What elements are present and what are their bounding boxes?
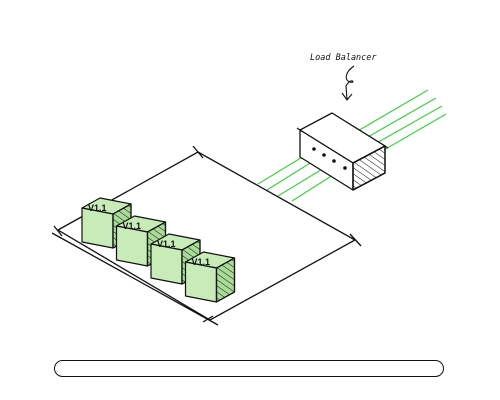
annotation-arrow: [341, 65, 355, 101]
instance-version-label: V1.1: [157, 239, 176, 249]
progress-bar: [54, 360, 444, 377]
instance-box: V1.1: [184, 251, 236, 303]
instance-group: V1.1 V1.1 V1.1 V1.1: [81, 197, 236, 303]
incoming-traffic-lines: [355, 89, 447, 151]
instance-version-label: V1.1: [192, 257, 211, 267]
cluster-platform: [51, 145, 362, 326]
instance-version-label: V1.1: [88, 203, 107, 213]
load-balancer-ports: [312, 147, 347, 170]
instance-version-label: V1.1: [123, 221, 142, 231]
load-balancer: [296, 112, 389, 191]
load-balancer-label: Load Balancer: [310, 53, 377, 63]
